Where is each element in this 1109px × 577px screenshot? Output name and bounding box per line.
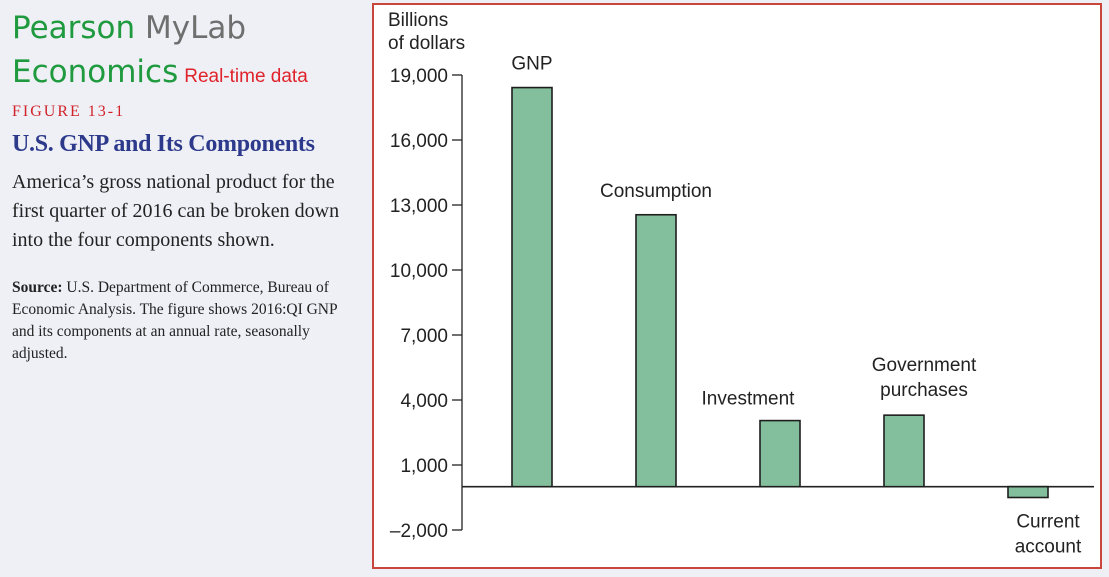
- y-tick-label: 7,000: [400, 326, 448, 347]
- brand-mylab: MyLab: [145, 10, 247, 46]
- brand-logo-line1: Pearson MyLab: [12, 6, 362, 50]
- caption-panel: Pearson MyLab Economics Real-time data FI…: [12, 6, 362, 365]
- brand-pearson: Pearson: [12, 10, 136, 46]
- bar-consumption: [635, 213, 677, 488]
- category-label: Current: [1016, 512, 1080, 533]
- category-label-line2: account: [1015, 537, 1082, 558]
- y-axis-label-line1: Billions: [388, 10, 448, 31]
- figure-title: U.S. GNP and Its Components: [12, 131, 315, 157]
- chart-frame: Billions of dollars –2,000 1,000 4,000 7,00…: [372, 3, 1102, 569]
- figure-source: Source: U.S. Department of Commerce, Bur…: [12, 277, 362, 365]
- y-axis-label-line2: of dollars: [388, 33, 465, 54]
- bar-chart: Billions of dollars –2,000 1,000 4,000 7,00…: [388, 10, 1094, 558]
- realtime-data-badge[interactable]: Real-time data: [184, 66, 308, 87]
- source-label: Source:: [12, 279, 63, 296]
- y-tick-label: 16,000: [390, 131, 448, 152]
- bar-government: [883, 414, 925, 488]
- y-tick-label: 19,000: [390, 66, 448, 87]
- y-tick-label: 13,000: [390, 196, 448, 217]
- bar-gnp: [511, 86, 553, 488]
- brand-economics: Economics: [12, 54, 179, 90]
- source-text: U.S. Department of Commerce, Bureau of E…: [12, 279, 338, 362]
- y-tick-label: 4,000: [400, 391, 448, 412]
- figure-caption: America’s gross national product for the…: [12, 171, 340, 251]
- y-tick-label: –2,000: [390, 521, 448, 542]
- bar-investment: [759, 419, 801, 488]
- bar-current: [1007, 485, 1049, 499]
- brand-logo-line2: Economics Real-time data: [12, 50, 362, 99]
- category-label: Investment: [702, 389, 796, 410]
- y-tick-label: 10,000: [390, 261, 448, 282]
- figure-label: FIGURE 13-1: [12, 103, 126, 120]
- y-tick-label: 1,000: [400, 456, 448, 477]
- category-label-line2: purchases: [880, 380, 968, 401]
- category-label: GNP: [511, 54, 552, 75]
- category-label: Consumption: [600, 181, 712, 202]
- category-label: Government: [872, 355, 977, 376]
